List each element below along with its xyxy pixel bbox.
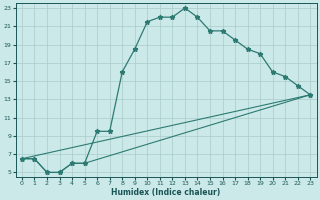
X-axis label: Humidex (Indice chaleur): Humidex (Indice chaleur) [111, 188, 221, 197]
